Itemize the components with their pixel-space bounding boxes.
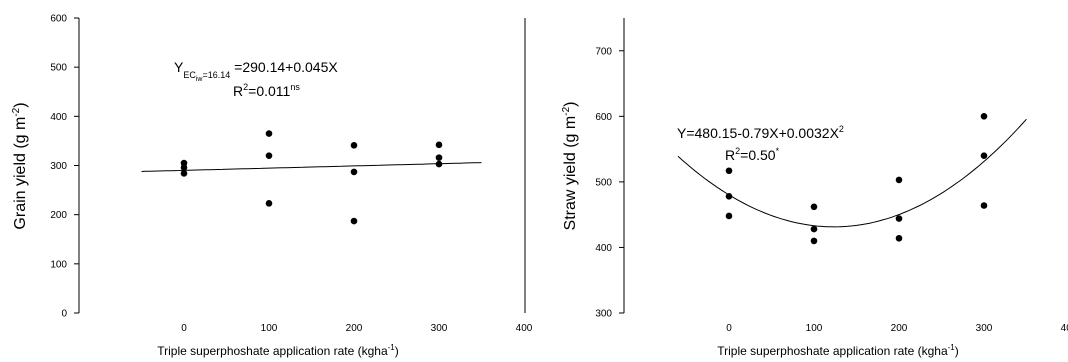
y-tick-label: 300	[595, 309, 612, 320]
x-tick-label: 100	[261, 323, 278, 334]
regression-equation: YECiw=16.14 =290.14+0.045X	[174, 59, 338, 83]
y-tick-label: 500	[50, 63, 67, 74]
x-tick-label: 100	[806, 323, 823, 334]
data-point	[350, 168, 358, 176]
data-point	[810, 203, 818, 211]
y-tick-label: 300	[50, 161, 67, 172]
y-tick-label: 700	[595, 46, 612, 57]
x-tick-label: 200	[891, 323, 908, 334]
y-tick-label: 500	[595, 177, 612, 188]
x-ticks: 0 100 200 300 400	[181, 323, 533, 334]
fit-line	[677, 118, 1027, 228]
fit-curve-group	[677, 118, 1027, 228]
data-point	[980, 202, 988, 209]
x-tick-label: 400	[516, 323, 533, 334]
x-tick-label: 0	[726, 323, 732, 334]
x-ticks: 0 100 200 300 400	[726, 323, 1068, 334]
data-point	[895, 234, 903, 242]
regression-equation: Y=480.15-0.79X+0.0032X2	[677, 124, 844, 141]
data-point	[265, 200, 273, 207]
straw-yield-chart: 300 400 500 600 700 0 100 200 300 400 Straw yiel…	[561, 18, 1068, 358]
y-tick-label: 400	[50, 112, 67, 123]
r-squared-label: R2=0.011ns	[233, 82, 300, 99]
x-tick-label: 300	[976, 323, 993, 334]
x-tick-label: 300	[431, 323, 448, 334]
data-point	[980, 152, 988, 159]
data-point	[810, 225, 818, 233]
fit-line	[141, 162, 482, 172]
data-point	[435, 141, 443, 149]
data-point	[435, 160, 443, 168]
y-tick-label: 100	[50, 259, 67, 270]
data-point	[180, 170, 188, 177]
r-squared-label: R2=0.50*	[725, 146, 780, 163]
data-point	[725, 212, 733, 220]
y-axis-label: Grain yield (g m-2)	[11, 102, 29, 229]
data-point	[895, 176, 903, 184]
data-point	[350, 142, 358, 149]
data-point	[980, 113, 988, 120]
y-tick-label: 200	[50, 210, 67, 221]
data-point	[435, 154, 443, 161]
y-axis-label: Straw yield (g m-2)	[561, 102, 579, 231]
fit-line-group	[141, 162, 482, 172]
y-tick-label: 400	[595, 243, 612, 254]
data-point	[725, 193, 733, 200]
data-point	[350, 217, 358, 225]
y-ticks: 0 100 200 300 400 500 600	[50, 14, 79, 320]
data-point	[725, 167, 733, 175]
data-points	[725, 113, 988, 245]
data-point	[810, 237, 818, 245]
y-tick-label: 600	[50, 14, 67, 25]
grain-yield-chart: 0 100 200 300 400 500 600 0 100 200 300 400 Grain …	[11, 14, 533, 359]
data-point	[180, 159, 188, 167]
y-ticks: 300 400 500 600 700	[595, 46, 624, 320]
data-point	[265, 152, 273, 159]
x-axis-label: Triple superphoshate application rate (k…	[157, 343, 399, 358]
y-tick-label: 0	[61, 309, 67, 320]
data-point	[895, 215, 903, 222]
data-point	[265, 130, 273, 137]
x-tick-label: 200	[346, 323, 363, 334]
data-points	[180, 130, 443, 225]
x-axis-label: Triple superphoshate application rate (k…	[717, 343, 959, 358]
y-tick-label: 600	[595, 112, 612, 123]
x-tick-label: 0	[181, 323, 187, 334]
x-tick-label: 400	[1061, 323, 1068, 334]
